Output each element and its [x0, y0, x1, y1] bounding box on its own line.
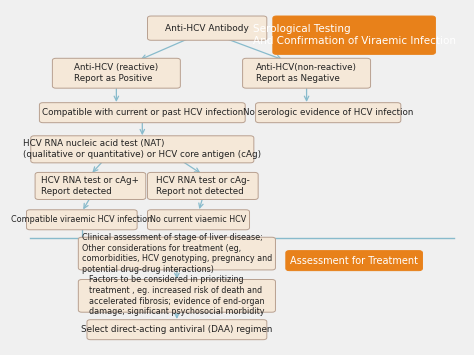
FancyBboxPatch shape — [243, 58, 371, 88]
Text: HCV RNA nucleic acid test (NAT)
(qualitative or quantitative) or HCV core antige: HCV RNA nucleic acid test (NAT) (qualita… — [23, 140, 261, 159]
FancyBboxPatch shape — [147, 16, 267, 40]
Text: Anti-HCV Antibody: Anti-HCV Antibody — [165, 24, 249, 33]
Text: HCV RNA test or cAg-
Report not detected: HCV RNA test or cAg- Report not detected — [156, 176, 250, 196]
Text: Select direct-acting antiviral (DAA) regimen: Select direct-acting antiviral (DAA) reg… — [81, 325, 273, 334]
Text: No current viaemic HCV: No current viaemic HCV — [150, 215, 246, 224]
Text: HCV RNA test or cAg+
Report detected: HCV RNA test or cAg+ Report detected — [42, 176, 139, 196]
Text: Serological Testing
And Confirmation of Viraemic Infection: Serological Testing And Confirmation of … — [253, 24, 456, 46]
Text: Compatible with current or past HCV infection: Compatible with current or past HCV infe… — [42, 108, 243, 117]
FancyBboxPatch shape — [35, 173, 146, 200]
Text: Assessment for Treatment: Assessment for Treatment — [290, 256, 418, 266]
FancyBboxPatch shape — [53, 58, 180, 88]
Text: Compatible viraemic HCV infection: Compatible viraemic HCV infection — [11, 215, 152, 224]
Text: Factors to be considered in prioritizing
treatment , eg. increased risk of death: Factors to be considered in prioritizing… — [89, 275, 264, 317]
Text: Clinical assessment of stage of liver disease;
Other considerations for treatmen: Clinical assessment of stage of liver di… — [82, 233, 272, 274]
FancyBboxPatch shape — [273, 16, 436, 54]
FancyBboxPatch shape — [31, 136, 254, 163]
Text: Anti-HCV (reactive)
Report as Positive: Anti-HCV (reactive) Report as Positive — [74, 63, 158, 83]
FancyBboxPatch shape — [286, 251, 422, 271]
Text: Anti-HCV(non-reactive)
Report as Negative: Anti-HCV(non-reactive) Report as Negativ… — [256, 63, 357, 83]
FancyBboxPatch shape — [147, 173, 258, 200]
FancyBboxPatch shape — [39, 103, 245, 123]
FancyBboxPatch shape — [78, 279, 275, 312]
FancyBboxPatch shape — [87, 320, 267, 340]
Text: No serologic evidence of HCV infection: No serologic evidence of HCV infection — [243, 108, 413, 117]
FancyBboxPatch shape — [27, 210, 137, 230]
FancyBboxPatch shape — [78, 237, 275, 270]
FancyBboxPatch shape — [255, 103, 401, 123]
FancyBboxPatch shape — [147, 210, 249, 230]
